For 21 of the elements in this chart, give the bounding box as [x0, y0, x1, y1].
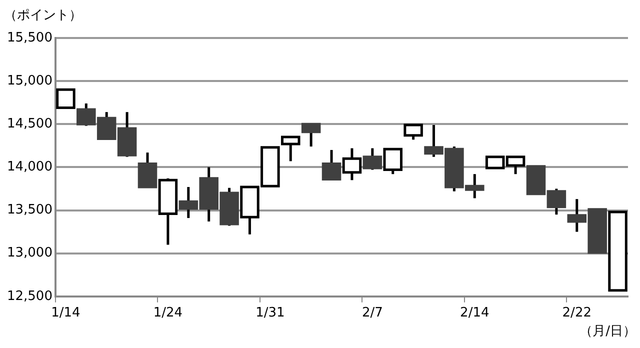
y-tick-label: 15,000	[6, 73, 52, 88]
candlestick	[404, 124, 423, 141]
x-tick-label: 2/7	[362, 306, 383, 321]
x-axis-title: （月/日）	[580, 323, 636, 340]
y-tick-label: 13,500	[6, 202, 52, 218]
y-tick-label: 13,000	[6, 246, 52, 261]
candlestick	[342, 147, 362, 182]
y-tick-label: 12,500	[6, 288, 52, 304]
y-axis-title: （ポイント）	[4, 7, 82, 24]
y-tick-label: 14,500	[6, 116, 52, 132]
y-tick-label: 14,000	[6, 160, 52, 175]
candlestick	[383, 148, 402, 176]
x-tick-label: 2/22	[562, 306, 592, 321]
candlestick	[56, 88, 76, 110]
x-tick-label: 1/14	[51, 306, 80, 321]
x-tick-label: 1/31	[256, 306, 285, 321]
candlestick	[280, 136, 300, 162]
x-tick-label: 1/24	[153, 306, 183, 321]
x-tick-label: 2/14	[460, 306, 490, 321]
y-tick-label: 15,500	[6, 30, 52, 46]
candlestick	[301, 122, 321, 148]
